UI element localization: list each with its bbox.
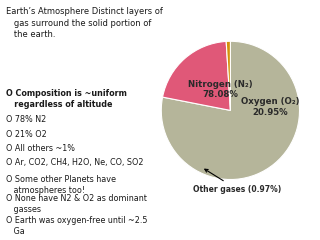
Text: Oxygen (O₂)
20.95%: Oxygen (O₂) 20.95% bbox=[241, 97, 300, 117]
Wedge shape bbox=[161, 41, 300, 180]
Text: Earth’s Atmosphere Distinct layers of
   gas surround the solid portion of
   th: Earth’s Atmosphere Distinct layers of ga… bbox=[6, 7, 163, 39]
Text: O Ar, CO2, CH4, H2O, Ne, CO, SO2: O Ar, CO2, CH4, H2O, Ne, CO, SO2 bbox=[6, 158, 144, 168]
Text: O None have N2 & O2 as dominant
   gasses: O None have N2 & O2 as dominant gasses bbox=[6, 194, 147, 215]
Text: O Composition is ~uniform
   regardless of altitude: O Composition is ~uniform regardless of … bbox=[6, 89, 127, 109]
Text: O Earth was oxygen-free until ~2.5
   Ga: O Earth was oxygen-free until ~2.5 Ga bbox=[6, 216, 148, 236]
Text: Nitrogen (N₂)
78.08%: Nitrogen (N₂) 78.08% bbox=[188, 80, 252, 99]
Text: O Some other Planets have
   atmospheres too!: O Some other Planets have atmospheres to… bbox=[6, 175, 116, 195]
Text: O 78% N2: O 78% N2 bbox=[6, 115, 47, 124]
Text: O All others ~1%: O All others ~1% bbox=[6, 144, 76, 153]
Wedge shape bbox=[163, 42, 230, 110]
Text: O 21% O2: O 21% O2 bbox=[6, 130, 47, 138]
Text: Other gases (0.97%): Other gases (0.97%) bbox=[193, 169, 281, 194]
Wedge shape bbox=[226, 41, 230, 110]
